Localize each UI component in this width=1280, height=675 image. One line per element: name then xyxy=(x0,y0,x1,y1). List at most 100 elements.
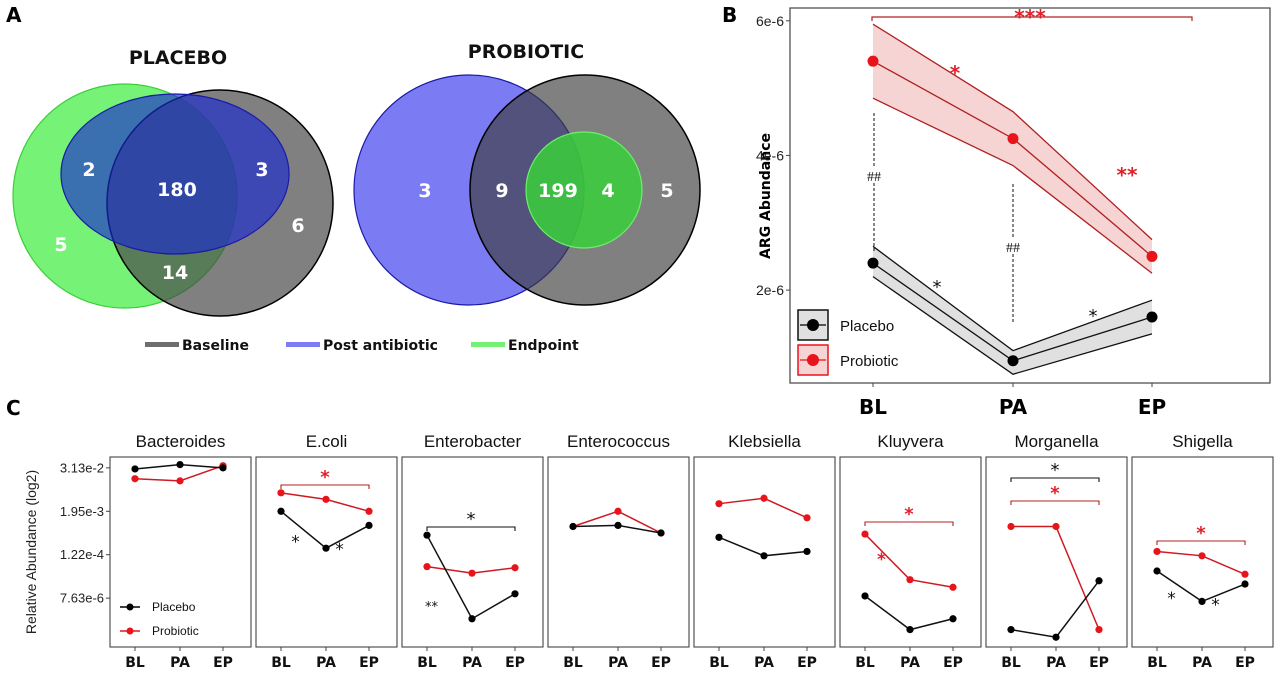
data-point-placebo xyxy=(1007,355,1019,367)
data-point-probiotic xyxy=(277,489,285,497)
data-point-probiotic xyxy=(1052,522,1060,531)
significance-label: * xyxy=(1089,306,1098,327)
legend-label-probiotic: Probiotic xyxy=(152,624,199,638)
x-tick-label: BL xyxy=(563,655,583,671)
data-point-placebo xyxy=(423,531,431,539)
data-point-probiotic xyxy=(760,494,768,502)
legend-key-marker xyxy=(126,627,134,635)
significance-label: * xyxy=(950,61,961,85)
facet-frame xyxy=(693,456,836,648)
data-point-placebo xyxy=(1241,580,1249,588)
ci-upper-line-probiotic xyxy=(872,23,1153,241)
venn-probiotic: PROBIOTIC 3 9 199 4 5 xyxy=(353,41,701,306)
ci-band-placebo xyxy=(873,246,1152,375)
group-difference-label: ## xyxy=(867,170,881,185)
panel-c: C Relative Abundance (log2) 3.13e-2 1.95e… xyxy=(6,396,1274,671)
legend: Placebo Probiotic xyxy=(797,309,899,376)
significance-bracket xyxy=(864,521,954,526)
y-axis-label: ARG Abundance xyxy=(758,133,774,259)
data-point-placebo xyxy=(760,552,768,560)
significance-label: * xyxy=(1051,460,1060,481)
legend-label-endpoint: Endpoint xyxy=(508,338,579,354)
significance-label: ** xyxy=(425,600,439,615)
venn-title-placebo: PLACEBO xyxy=(129,47,227,69)
data-point-probiotic xyxy=(511,564,519,572)
facet-frame xyxy=(839,456,982,648)
x-tick-label: PA xyxy=(170,655,190,671)
significance-bracket xyxy=(426,526,516,531)
series-line-placebo xyxy=(426,534,516,620)
venn-region-value: 5 xyxy=(660,180,673,202)
significance-label: * xyxy=(904,504,914,525)
facet-title: Shigella xyxy=(1172,432,1233,451)
significance-label: * xyxy=(1211,596,1220,616)
series-line-placebo xyxy=(864,595,954,631)
x-tick-label: BL xyxy=(855,655,875,671)
significance-label: * xyxy=(335,540,344,560)
facet-frame xyxy=(1131,456,1274,648)
data-point-probiotic xyxy=(1198,552,1206,560)
facet-title: Bacteroides xyxy=(136,432,226,451)
data-point-probiotic xyxy=(131,475,139,483)
data-point-placebo xyxy=(1146,311,1158,323)
facet-ecoli: E.coli BL PA EP * * * xyxy=(255,432,398,671)
group-difference-label: ## xyxy=(1006,241,1020,256)
series-line-placebo xyxy=(1010,580,1100,639)
venn-region-value: 4 xyxy=(601,180,614,202)
significance-label: * xyxy=(877,550,886,570)
x-tick-label: EP xyxy=(1235,655,1255,671)
legend-key-marker xyxy=(807,319,819,331)
venn-region-value: 3 xyxy=(418,180,431,202)
venn-region-value: 9 xyxy=(495,180,508,202)
x-tick-label: BL xyxy=(1001,655,1021,671)
x-tick-label: BL xyxy=(1147,655,1167,671)
legend-label-placebo: Placebo xyxy=(152,600,196,614)
facet-title: Klebsiella xyxy=(728,432,801,451)
data-point-probiotic xyxy=(1146,250,1158,262)
legend-label-post-antibiotic: Post antibiotic xyxy=(323,338,438,354)
significance-label: * xyxy=(467,509,476,530)
data-point-probiotic xyxy=(1153,547,1161,556)
x-tick-label: BL xyxy=(709,655,729,671)
y-axis-label: Relative Abundance (log2) xyxy=(23,470,39,634)
x-tick-label: PA xyxy=(462,655,482,671)
data-point-placebo xyxy=(131,465,139,473)
venn-region-value: 199 xyxy=(538,180,578,202)
facet-title: Kluyvera xyxy=(877,432,944,451)
x-tick-label: EP xyxy=(797,655,817,671)
y-tick-label: 1.22e-4 xyxy=(60,547,104,562)
data-point-probiotic xyxy=(949,583,957,591)
x-axis: BL PA EP xyxy=(859,383,1166,419)
data-point-placebo xyxy=(657,529,665,537)
y-tick-label: 3.13e-2 xyxy=(60,460,104,475)
venn-ellipse-post-antibiotic xyxy=(60,93,290,255)
facet-title: Enterobacter xyxy=(424,432,522,451)
data-point-probiotic xyxy=(867,55,879,67)
significance-label: * xyxy=(1050,483,1060,504)
data-point-placebo xyxy=(949,615,957,623)
y-tick-label: 2e-6 xyxy=(756,282,784,298)
data-point-placebo xyxy=(1052,633,1060,641)
significance-bracket xyxy=(871,16,1193,21)
data-point-placebo xyxy=(861,592,869,600)
panel-label-a: A xyxy=(6,3,22,27)
facet-bacteroides: Bacteroides BL PA EP xyxy=(109,432,252,671)
venn-region-value: 3 xyxy=(255,159,268,181)
data-point-probiotic xyxy=(423,563,431,571)
data-point-placebo xyxy=(867,257,879,269)
x-tick-label: PA xyxy=(1192,655,1212,671)
facet-morganella: Morganella BL PA EP ** xyxy=(985,432,1128,671)
x-tick-label: EP xyxy=(213,655,233,671)
legend-label-baseline: Baseline xyxy=(182,338,249,354)
panel-a: A PLACEBO 2 180 3 5 6 14 PROBIOTIC 3 9 1… xyxy=(6,3,701,354)
legend: Placebo Probiotic xyxy=(120,600,199,638)
facet-frame xyxy=(109,456,252,648)
data-point-probiotic xyxy=(322,495,330,503)
significance-label: * xyxy=(1167,589,1176,609)
data-point-placebo xyxy=(1095,577,1103,585)
venn-placebo: PLACEBO 2 180 3 5 6 14 xyxy=(12,47,334,317)
panel-label-b: B xyxy=(722,3,737,27)
legend-key-marker xyxy=(126,603,134,611)
facet-title: E.coli xyxy=(306,432,348,451)
